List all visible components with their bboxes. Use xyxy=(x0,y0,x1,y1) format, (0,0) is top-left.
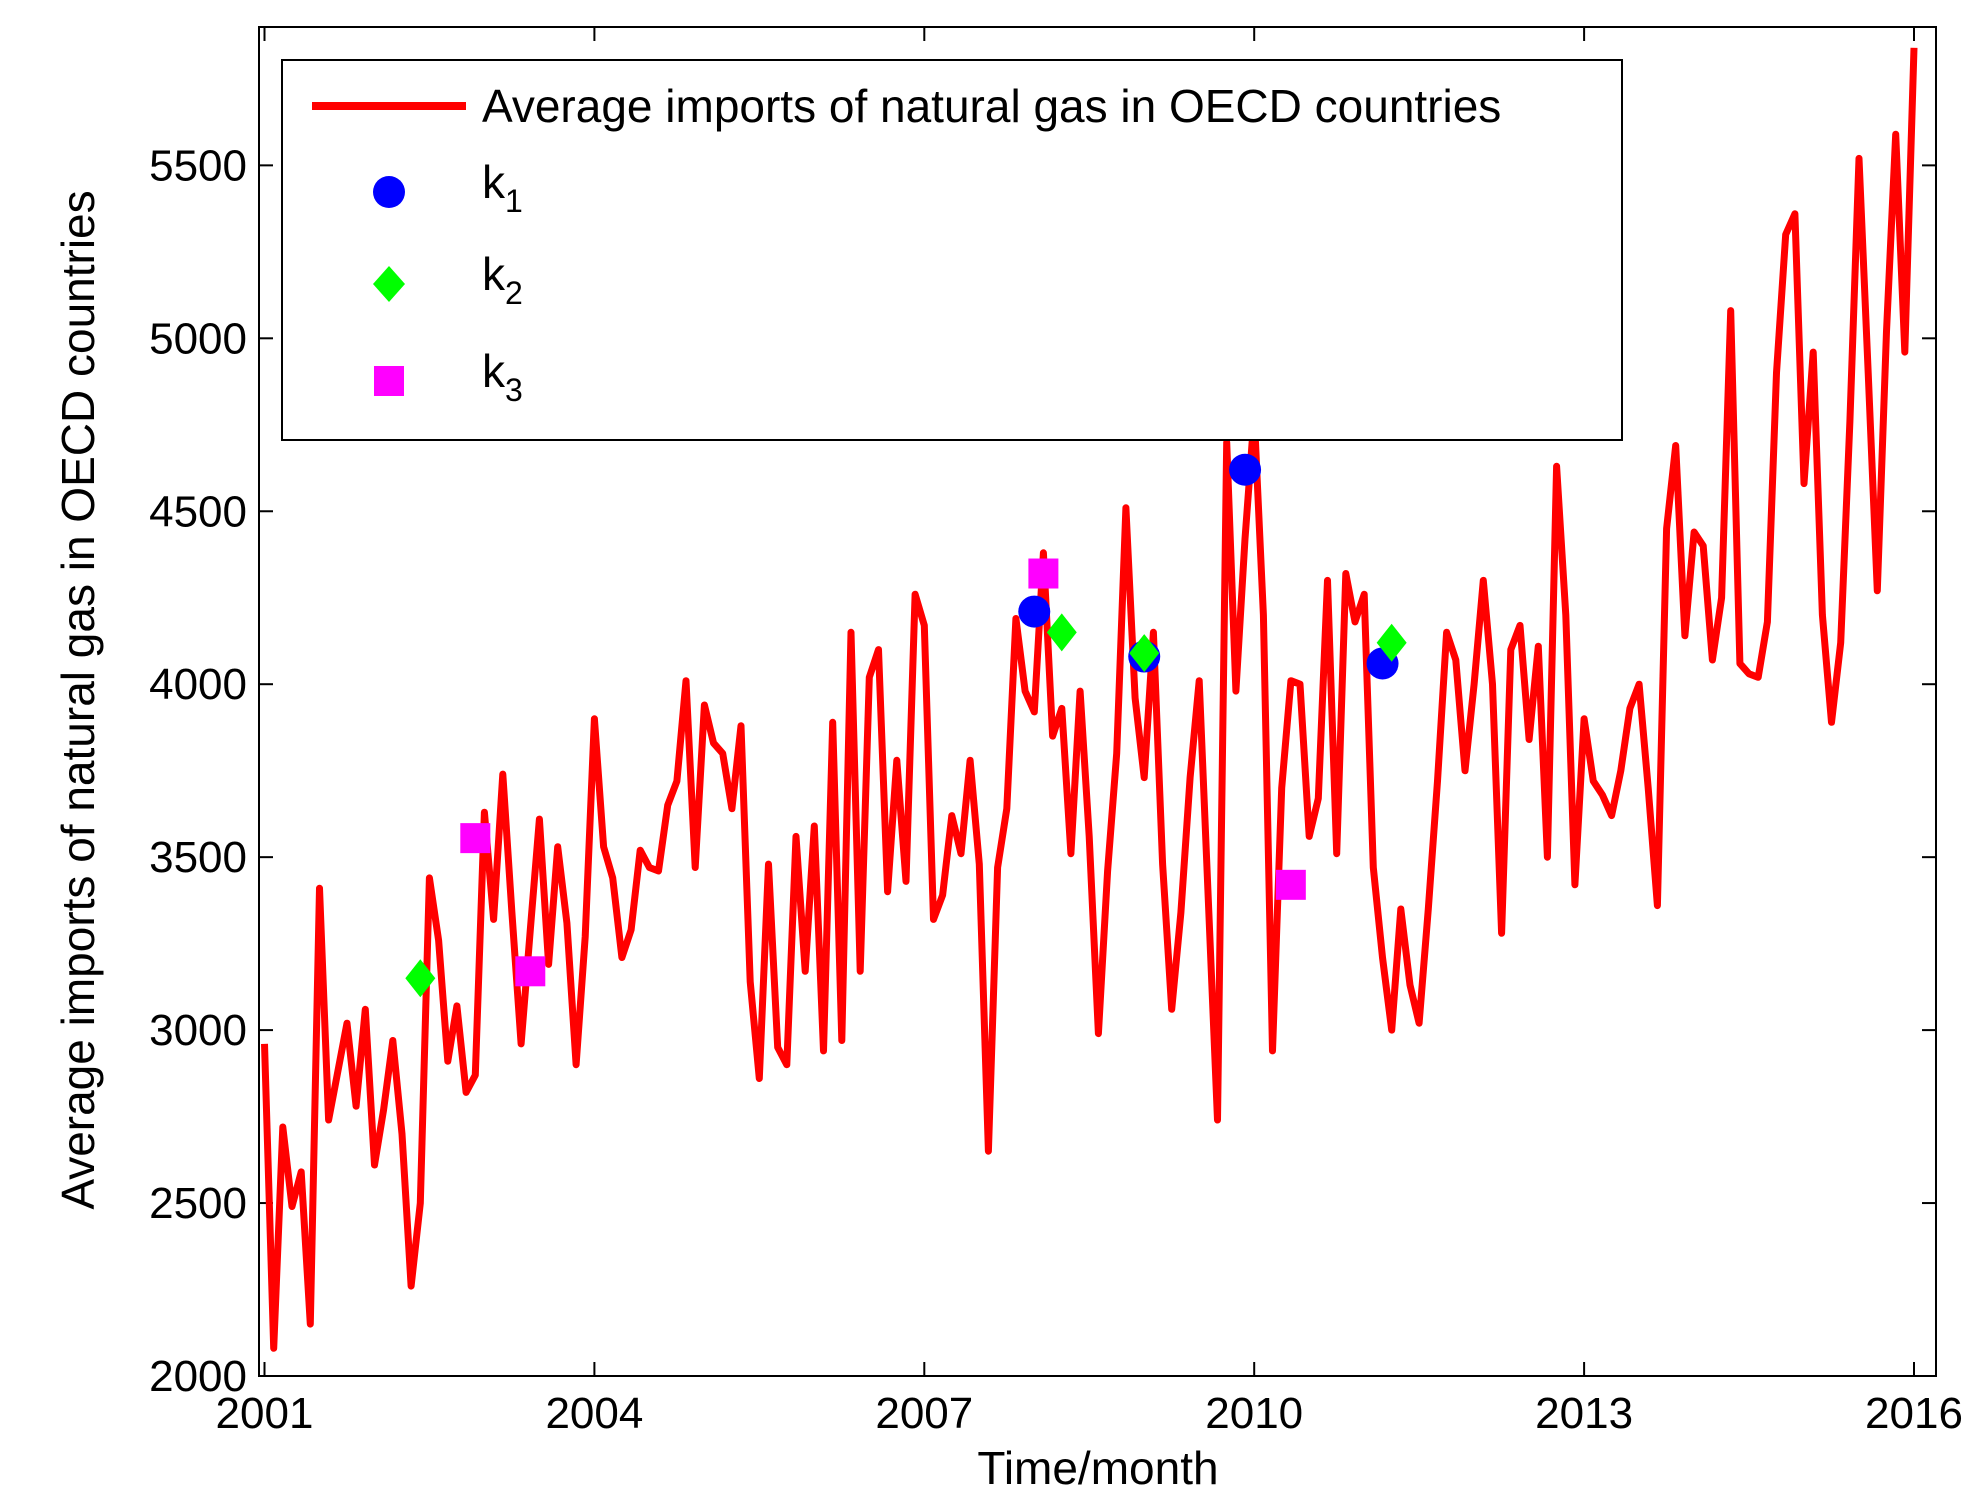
legend-swatch-k2 xyxy=(373,266,405,302)
marker-k2 xyxy=(1129,634,1160,673)
y-tick-label: 4000 xyxy=(149,660,247,709)
marker-k2 xyxy=(405,959,436,998)
legend-label-k2: k2 xyxy=(482,248,523,311)
y-tick-label: 2500 xyxy=(149,1179,247,1228)
x-axis-title: Time/month xyxy=(977,1442,1218,1494)
marker-k3 xyxy=(1028,558,1059,589)
y-tick-label: 5500 xyxy=(149,141,247,190)
y-tick-label: 4500 xyxy=(149,487,247,536)
x-tick-label: 2010 xyxy=(1205,1389,1303,1438)
x-tick-label: 2004 xyxy=(545,1389,643,1438)
x-tick-label: 2001 xyxy=(216,1389,314,1438)
y-tick-label: 5000 xyxy=(149,314,247,363)
y-tick-label: 3500 xyxy=(149,833,247,882)
x-tick-label: 2016 xyxy=(1865,1389,1963,1438)
tick-labels: 2001 2004 2007 2010 2013 2016 2000 2500 3000 3500… xyxy=(149,141,1963,1438)
plot-area xyxy=(261,47,1918,1352)
x-tick-label: 2013 xyxy=(1535,1389,1633,1438)
marker-k2 xyxy=(1376,623,1407,662)
legend-label-series: Average imports of natural gas in OECD c… xyxy=(482,80,1501,132)
legend-label-k3: k3 xyxy=(482,345,523,408)
marker-k1 xyxy=(1229,453,1262,486)
marker-k1 xyxy=(1018,595,1051,628)
legend-swatch-k1 xyxy=(373,176,405,208)
y-tick-label: 2000 xyxy=(149,1352,247,1401)
y-tick-label: 3000 xyxy=(149,1006,247,1055)
legend-label-k1: k1 xyxy=(482,156,523,219)
legend-box xyxy=(281,59,1623,441)
marker-k3 xyxy=(460,823,491,854)
marker-k3 xyxy=(515,956,546,987)
marker-k2 xyxy=(1046,613,1077,652)
legend-swatch-k3 xyxy=(374,366,404,396)
marker-k3 xyxy=(1275,869,1306,900)
x-tick-label: 2007 xyxy=(875,1389,973,1438)
y-axis-title: Average imports of natural gas in OECD c… xyxy=(52,190,104,1209)
series-line-natural-gas-imports xyxy=(261,47,1918,1352)
legend: Average imports of natural gas in OECD c… xyxy=(281,59,1623,441)
axes-box xyxy=(258,26,1937,1377)
